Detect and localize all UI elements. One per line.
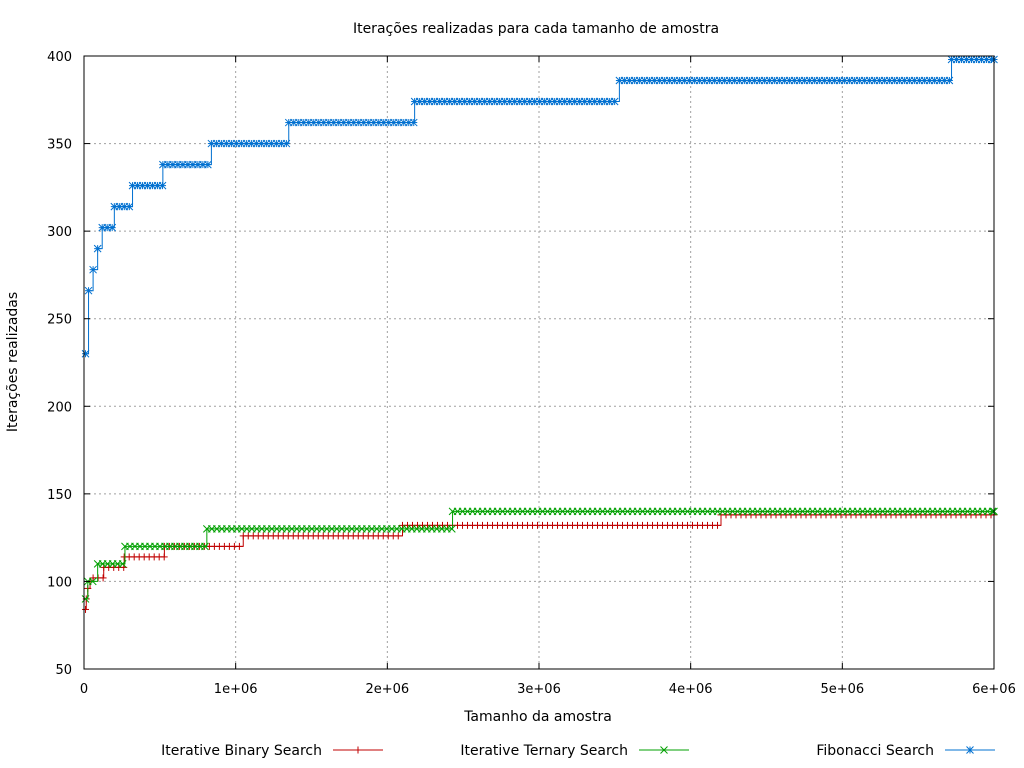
series-markers <box>81 507 998 603</box>
data-point <box>988 507 997 516</box>
legend: Iterative Binary Search Iterative Ternary… <box>161 743 995 759</box>
legend-marker <box>966 746 974 754</box>
legend-entry: Fibonacci Search <box>816 743 995 759</box>
grid-lines <box>84 56 994 669</box>
x-tick-label: 4e+06 <box>669 682 713 697</box>
series-3 <box>81 55 998 358</box>
data-point <box>82 605 90 613</box>
x-tick-label: 1e+06 <box>214 682 258 697</box>
y-tick-label: 50 <box>55 663 72 678</box>
x-tick-label: 5e+06 <box>820 682 864 697</box>
legend-label: Iterative Binary Search <box>161 743 322 759</box>
x-tick-label: 6e+06 <box>972 682 1016 697</box>
data-point <box>394 532 402 540</box>
legend-marker <box>660 746 668 754</box>
x-tick-label: 0 <box>80 682 88 697</box>
y-axis-label: Iterações realizadas <box>5 292 21 432</box>
data-point <box>714 521 721 529</box>
data-point <box>610 97 619 106</box>
data-point <box>204 160 212 169</box>
data-point <box>235 542 243 550</box>
data-point <box>409 118 418 127</box>
x-tick-label: 3e+06 <box>517 682 561 697</box>
y-tick-label: 400 <box>47 50 72 65</box>
y-tick-label: 100 <box>47 575 72 590</box>
data-point <box>158 181 167 190</box>
legend-label: Iterative Ternary Search <box>460 743 628 759</box>
chart-title: Iterações realizadas para cada tamanho d… <box>353 21 719 37</box>
data-point <box>93 244 102 253</box>
x-tick-label: 2e+06 <box>365 682 409 697</box>
data-point <box>99 574 107 582</box>
series-layer <box>81 55 998 613</box>
legend-label: Fibonacci Search <box>816 743 934 759</box>
y-tick-label: 150 <box>47 488 72 503</box>
series-2 <box>81 507 998 603</box>
y-tick-label: 200 <box>47 400 72 415</box>
data-point <box>81 595 90 603</box>
data-point <box>108 223 117 232</box>
legend-entry: Iterative Ternary Search <box>460 743 689 759</box>
axis-ticks: 50 100 150 200 250 300 350 400 0 1e+06 2e+06 3e+06 4… <box>47 50 1016 697</box>
data-point <box>89 265 97 274</box>
data-point <box>282 139 291 148</box>
data-point <box>201 542 209 551</box>
y-tick-label: 250 <box>47 313 72 328</box>
legend-marker <box>354 746 362 754</box>
legend-entry: Iterative Binary Search <box>161 743 383 759</box>
y-tick-label: 350 <box>47 138 72 153</box>
data-point <box>84 286 93 295</box>
series-markers <box>81 55 998 358</box>
data-point <box>252 139 261 148</box>
data-point <box>160 553 168 561</box>
data-point <box>125 202 134 211</box>
series-line <box>85 510 994 600</box>
data-point <box>81 349 90 358</box>
data-point <box>118 560 127 568</box>
data-point <box>447 525 456 533</box>
data-point <box>945 76 954 85</box>
data-point <box>88 577 97 586</box>
x-axis-label: Tamanho da amostra <box>463 709 612 725</box>
y-tick-label: 300 <box>47 225 72 240</box>
